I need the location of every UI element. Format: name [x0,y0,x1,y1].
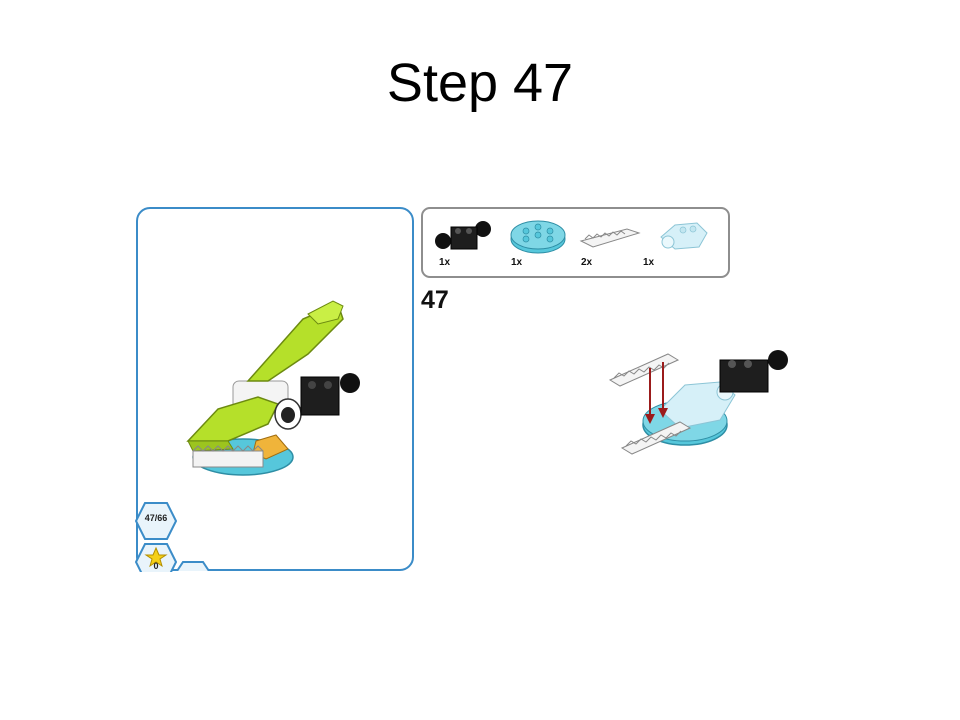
black-brick-with-ball-icon [435,221,491,250]
stars-badge: 0 [135,542,177,572]
hexagon-tab-icon [176,561,210,571]
progress-label: 47/66 [144,513,168,523]
stars-count: 0 [153,561,159,571]
parts-list-box: 1x 1x 2x 1x [421,207,730,278]
assembly-illustration [608,350,788,455]
white-rack-tile-icon [579,228,641,248]
hexagon-badge-icon [135,543,177,572]
progress-badge: 47/66 [134,501,178,541]
slide-title: Step 47 [386,53,574,113]
step-number: 47 [421,286,449,314]
azure-round-plate-icon [510,220,566,254]
parrot-model-illustration [186,300,360,476]
hexagon-badge-icon [134,502,178,540]
part-qty-2: 1x [511,257,523,268]
part-qty-3: 2x [581,257,593,268]
model-preview-panel: 47/66 0 [134,207,414,572]
trans-bracket-icon [660,222,708,250]
part-qty-4: 1x [643,257,655,268]
part-qty-1: 1x [439,257,451,268]
